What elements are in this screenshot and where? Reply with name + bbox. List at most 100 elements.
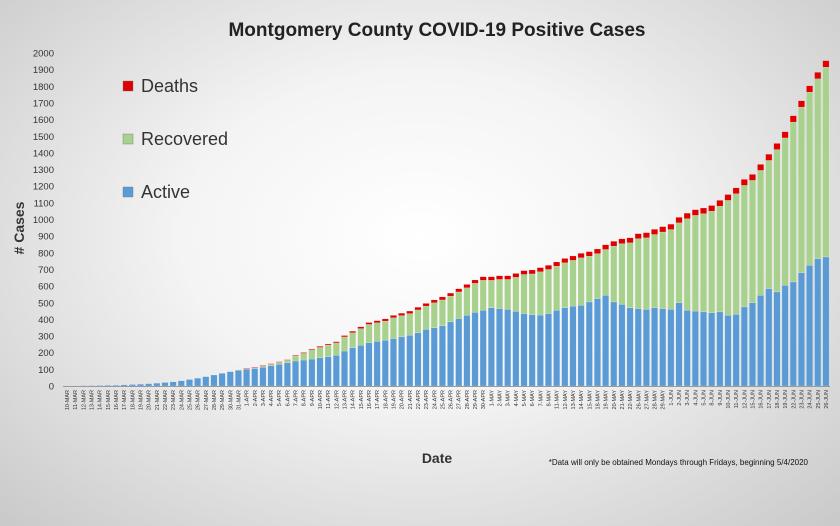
bar-recovered	[406, 313, 414, 336]
bar-active	[683, 310, 691, 387]
bar-active	[308, 358, 316, 387]
bar-recovered	[512, 277, 520, 312]
y-tick-label: 1100	[34, 198, 54, 209]
x-tick-label: 10-MAR	[65, 390, 71, 410]
bar-recovered	[398, 315, 405, 338]
x-tick-label: 31-MAR	[236, 390, 242, 410]
bar-recovered	[422, 305, 430, 330]
bar-recovered	[634, 238, 642, 309]
bar-active	[104, 385, 112, 387]
x-tick-label: 3-JUN	[685, 390, 691, 406]
bar-deaths	[292, 355, 299, 357]
bar-active	[243, 369, 250, 387]
bar-recovered	[732, 193, 740, 315]
bar-active	[381, 340, 389, 387]
y-tick-label: 1000	[33, 215, 54, 226]
y-tick-label: 1400	[33, 148, 54, 159]
bar-active	[471, 312, 479, 387]
bar-active	[594, 298, 601, 387]
legend-swatch-active	[122, 186, 134, 198]
bar-deaths	[667, 224, 675, 230]
bar-active	[675, 302, 683, 387]
bar-deaths	[594, 248, 601, 254]
bar-active	[651, 307, 658, 387]
bar-recovered	[447, 295, 454, 323]
bar-active	[284, 362, 291, 387]
bar-deaths	[308, 348, 316, 351]
x-tick-label: 22-MAY	[628, 390, 634, 410]
bar-active	[169, 381, 177, 387]
bar-active	[773, 291, 781, 387]
x-tick-label: 12-MAR	[81, 390, 87, 410]
bar-recovered	[488, 280, 495, 308]
x-tick-label: 23-MAR	[171, 390, 177, 410]
bar-recovered	[683, 218, 691, 311]
bar-active	[716, 311, 724, 387]
bar-active	[414, 332, 422, 387]
bar-deaths	[789, 115, 797, 123]
bar-active	[512, 311, 520, 387]
x-tick-label: 2-JUN	[677, 390, 683, 406]
bar-active	[210, 374, 218, 387]
bar-deaths	[659, 226, 667, 233]
bar-deaths	[626, 237, 634, 243]
bar-deaths	[406, 310, 414, 314]
x-tick-label: 22-MAR	[163, 390, 169, 410]
x-tick-label: 16-JUN	[759, 390, 765, 409]
bar-recovered	[235, 369, 242, 371]
bar-recovered	[439, 299, 446, 326]
x-tick-label: 15-MAY	[587, 390, 593, 410]
bar-recovered	[365, 324, 373, 343]
bar-active	[667, 309, 675, 387]
bar-deaths	[798, 100, 805, 108]
y-tick-label: 200	[38, 348, 54, 359]
bar-recovered	[479, 280, 487, 311]
bar-active	[781, 285, 789, 387]
bar-active	[626, 307, 634, 387]
bar-active	[292, 360, 299, 387]
x-tick-label: 3-APR	[261, 390, 267, 406]
x-tick-label: 19-MAR	[139, 390, 145, 410]
bar-active	[430, 327, 438, 387]
x-tick-label: 24-APR	[432, 390, 438, 409]
x-tick-label: 15-JUN	[750, 390, 756, 409]
x-tick-label: 20-MAR	[147, 390, 153, 410]
y-tick-label: 500	[38, 298, 54, 309]
bar-active	[610, 301, 618, 387]
y-tick-label: 1600	[33, 115, 54, 126]
y-tick-label: 100	[38, 365, 54, 376]
y-tick-label: 900	[38, 232, 54, 243]
bar-recovered	[814, 78, 822, 259]
bar-active	[226, 371, 234, 387]
bar-recovered	[520, 274, 528, 314]
bar-active	[422, 329, 430, 387]
y-tick-label: 1700	[33, 98, 54, 109]
bar-deaths	[520, 270, 528, 275]
bar-recovered	[773, 149, 781, 293]
y-tick-label: 800	[38, 248, 54, 259]
bar-recovered	[471, 283, 479, 313]
y-tick-label: 300	[38, 332, 54, 343]
x-tick-label: 29-APR	[473, 390, 479, 409]
bar-recovered	[716, 206, 724, 313]
x-tick-label: 27-APR	[457, 390, 463, 409]
x-tick-label: 17-MAR	[122, 390, 128, 410]
bar-recovered	[504, 279, 512, 310]
bar-deaths	[251, 367, 259, 369]
bar-recovered	[308, 349, 316, 360]
x-tick-label: 26-MAR	[196, 390, 202, 410]
x-axis-title: Date	[422, 450, 453, 466]
bar-deaths	[749, 174, 756, 181]
x-tick-label: 11-APR	[326, 390, 332, 409]
x-tick-label: 3-MAY	[506, 390, 512, 407]
x-tick-label: 5-APR	[277, 390, 283, 406]
x-tick-label: 11-MAR	[73, 390, 79, 410]
x-tick-label: 25-JUN	[816, 390, 822, 409]
x-tick-label: 13-APR	[343, 390, 349, 409]
bar-active	[569, 305, 577, 387]
bar-active	[251, 368, 259, 387]
bar-active	[577, 305, 585, 387]
bar-deaths	[471, 279, 479, 284]
